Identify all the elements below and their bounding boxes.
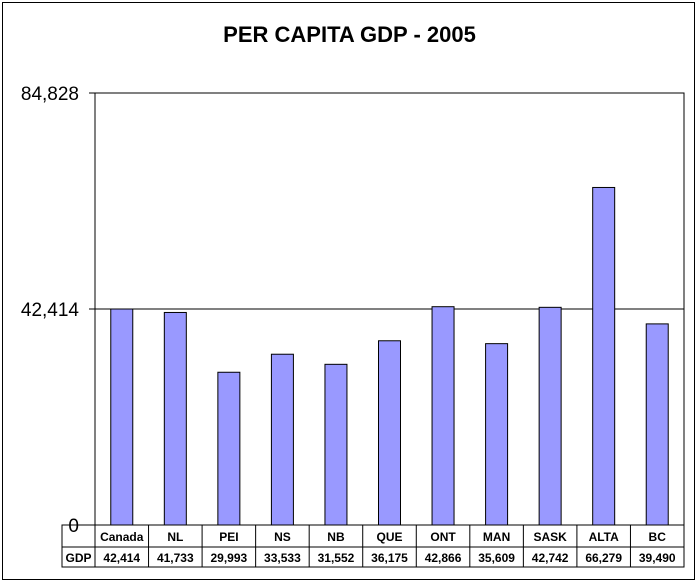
x-tick-label: BC xyxy=(649,530,667,544)
data-label: 42,866 xyxy=(425,551,462,565)
y-tick-label: 84,828 xyxy=(21,84,79,105)
x-tick-label: SASK xyxy=(533,530,567,544)
bar xyxy=(110,308,134,526)
bar xyxy=(324,363,348,526)
data-label: 29,993 xyxy=(211,551,248,565)
data-label: 42,414 xyxy=(103,551,140,565)
bar xyxy=(163,311,187,526)
bar xyxy=(378,340,401,526)
x-tick-label: NS xyxy=(274,530,291,544)
data-label: 39,490 xyxy=(639,551,676,565)
bar xyxy=(538,306,562,526)
x-tick-label: QUE xyxy=(376,530,402,544)
data-label: 66,279 xyxy=(585,551,622,565)
data-label: 31,552 xyxy=(318,551,355,565)
x-tick-label: MAN xyxy=(483,530,510,544)
x-tick-label: Canada xyxy=(100,530,144,544)
data-label: 36,175 xyxy=(371,551,408,565)
bar xyxy=(645,323,669,526)
data-label: 42,742 xyxy=(532,551,569,565)
y-tick-label: 42,414 xyxy=(21,300,80,321)
bar xyxy=(270,353,294,526)
bar xyxy=(217,371,241,526)
bar xyxy=(431,306,455,526)
chart-title: PER CAPITA GDP - 2005 xyxy=(223,22,476,47)
data-label: 35,609 xyxy=(478,551,515,565)
bar xyxy=(485,343,509,526)
x-tick-label: NL xyxy=(167,530,183,544)
y-tick-label: 0 xyxy=(68,516,79,537)
data-table xyxy=(61,524,685,568)
x-tick-label: PEI xyxy=(219,530,238,544)
bar xyxy=(592,186,616,526)
x-tick-label: ONT xyxy=(430,530,456,544)
data-label: 41,733 xyxy=(157,551,194,565)
data-label: 33,533 xyxy=(264,551,301,565)
series-label: GDP xyxy=(65,551,91,565)
x-tick-label: ALTA xyxy=(589,530,620,544)
x-tick-label: NB xyxy=(327,530,345,544)
